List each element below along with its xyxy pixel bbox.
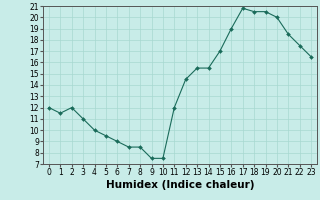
X-axis label: Humidex (Indice chaleur): Humidex (Indice chaleur) <box>106 180 254 190</box>
